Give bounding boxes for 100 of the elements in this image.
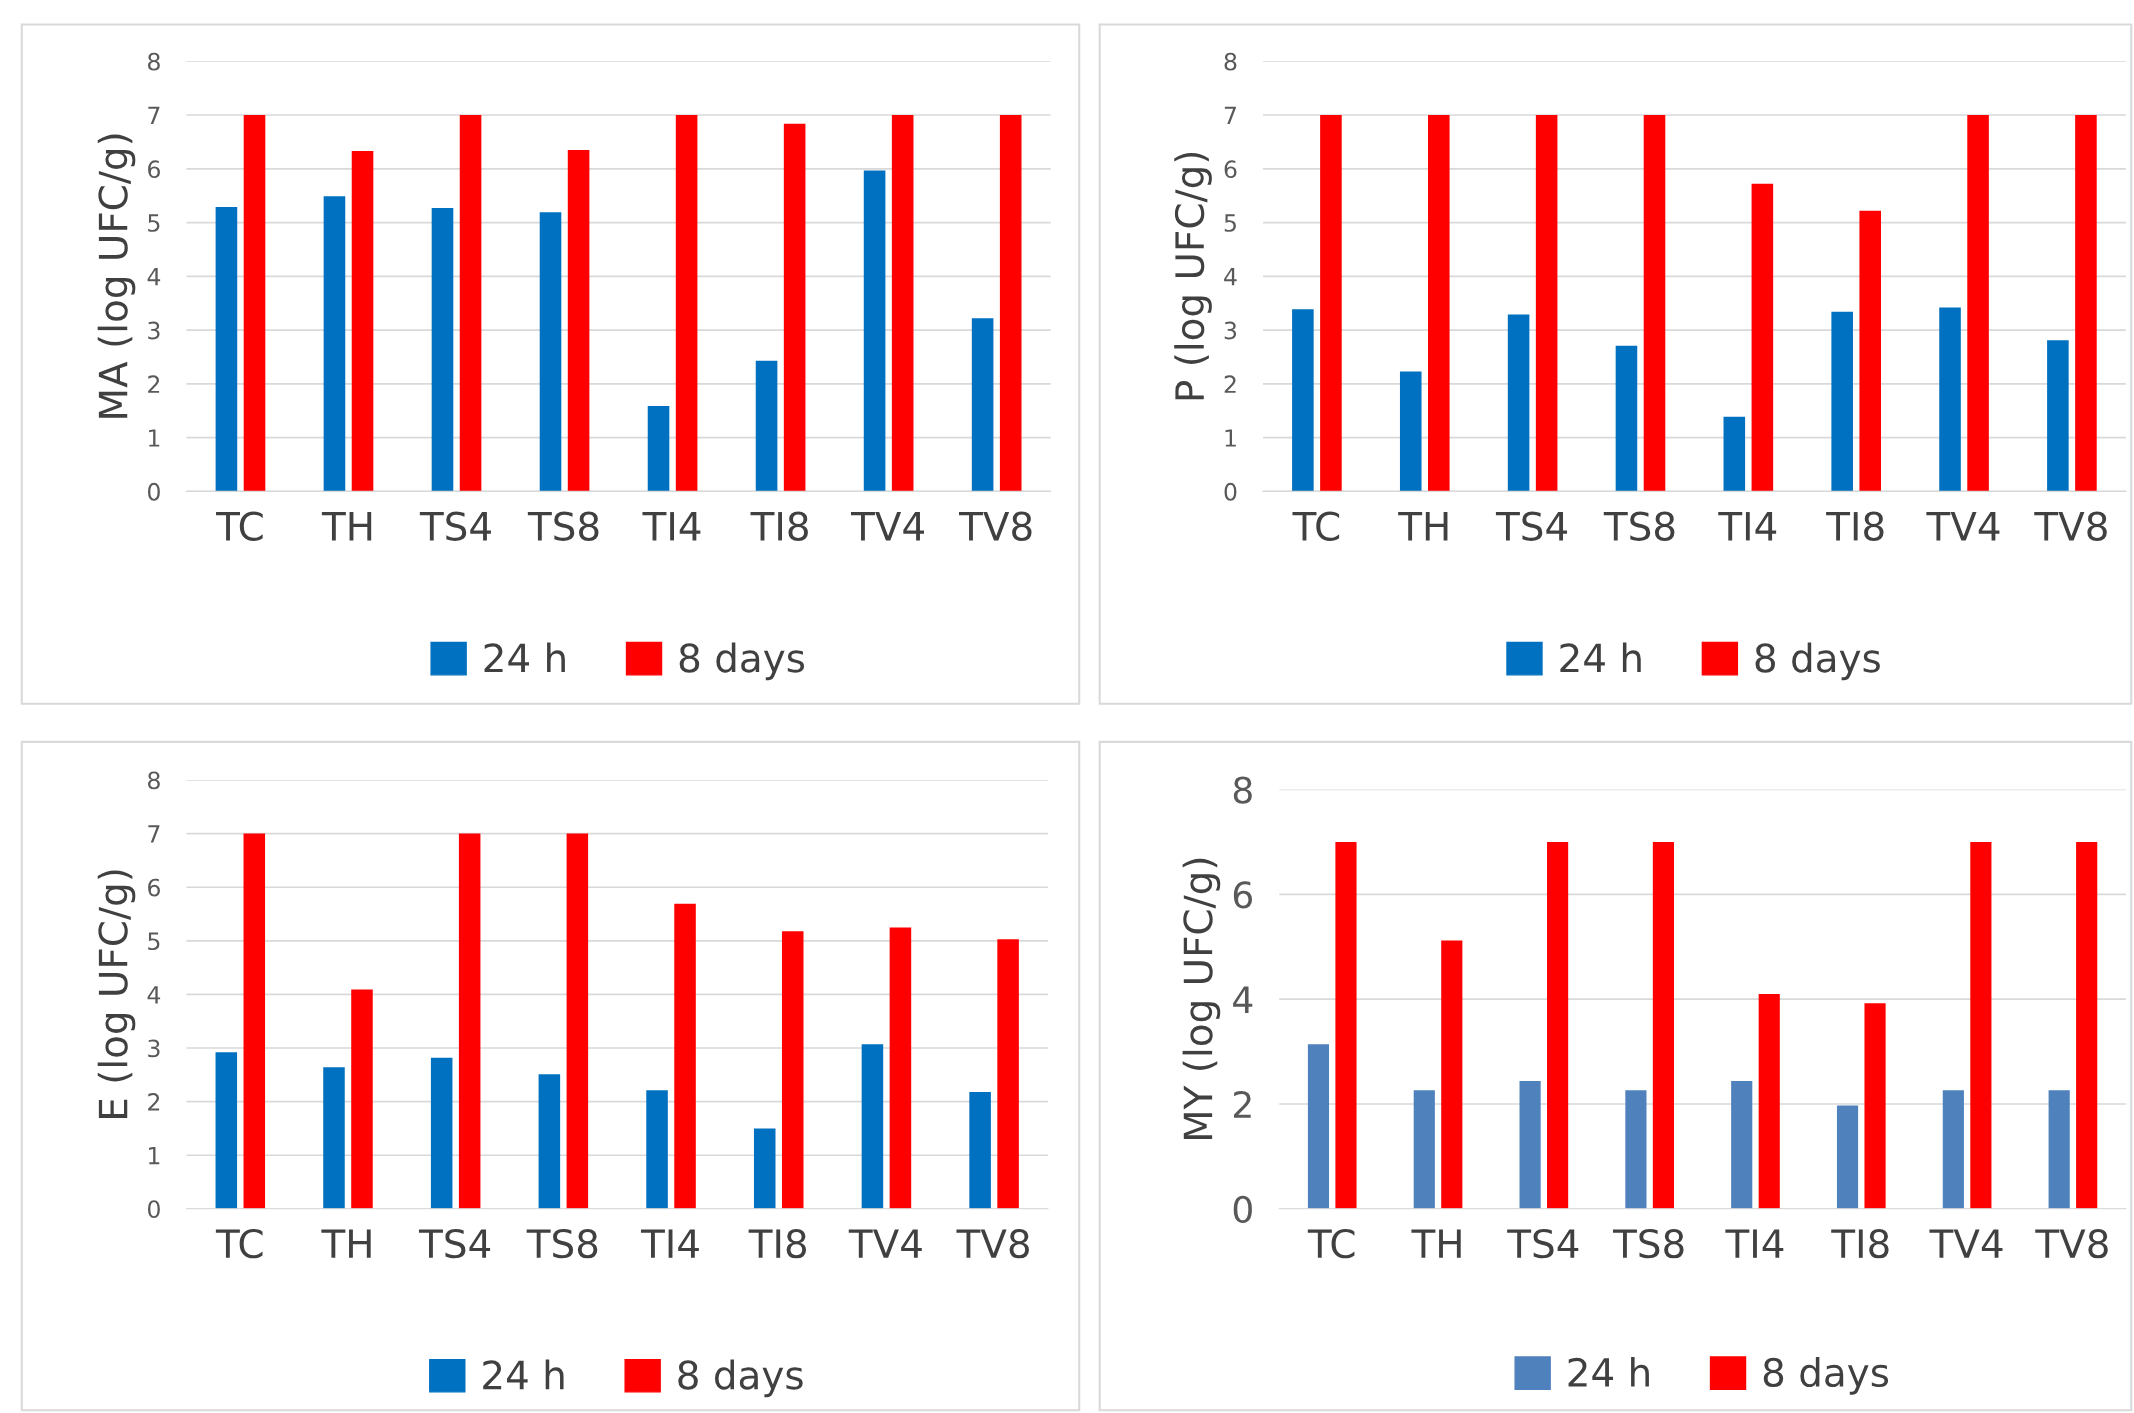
y-tick-label: 0 bbox=[1233, 1195, 1252, 1224]
bar bbox=[351, 989, 373, 1209]
y-tick-label: 8 bbox=[148, 771, 160, 790]
bar bbox=[1519, 1080, 1541, 1209]
bar bbox=[889, 927, 912, 1209]
bar bbox=[863, 170, 886, 492]
y-tick-label: 1 bbox=[149, 429, 160, 447]
bar bbox=[567, 149, 590, 492]
x-tick-label: TC bbox=[1292, 511, 1340, 541]
y-axis-title: MA (log UFC/g) bbox=[97, 134, 136, 418]
bar bbox=[2076, 841, 2098, 1209]
legend-label: 8 days bbox=[679, 642, 805, 681]
bar bbox=[430, 1057, 453, 1209]
y-tick-label: 8 bbox=[1233, 776, 1252, 804]
legend-label: 8 days bbox=[1763, 1357, 1889, 1395]
bar bbox=[2047, 340, 2069, 492]
y-tick-label: 5 bbox=[148, 214, 160, 232]
bar bbox=[891, 115, 914, 492]
bar bbox=[1320, 115, 1342, 492]
y-axis-title: MY (log UFC/g) bbox=[1182, 858, 1221, 1140]
bar bbox=[969, 1091, 991, 1209]
bar bbox=[1441, 940, 1463, 1209]
y-tick-label: 3 bbox=[1224, 321, 1237, 340]
bar bbox=[538, 1074, 561, 1209]
y-tick-label: 3 bbox=[148, 1039, 160, 1058]
bar bbox=[1615, 345, 1638, 492]
bar bbox=[431, 208, 454, 492]
bar bbox=[539, 212, 562, 492]
bar bbox=[215, 1052, 238, 1209]
y-tick-label: 5 bbox=[148, 932, 160, 951]
bar bbox=[458, 833, 481, 1209]
y-tick-label: 8 bbox=[1224, 52, 1237, 71]
x-tick-label: TS4 bbox=[1495, 511, 1568, 541]
x-tick-label: TS8 bbox=[526, 1228, 598, 1259]
y-tick-label: 1 bbox=[1225, 429, 1236, 447]
x-tick-label: TC bbox=[1307, 1228, 1355, 1259]
bar bbox=[323, 196, 346, 492]
bar bbox=[243, 833, 266, 1209]
x-tick-label: TS8 bbox=[527, 511, 599, 541]
y-tick-label: 0 bbox=[1224, 482, 1237, 501]
x-tick-label: TS4 bbox=[1507, 1228, 1579, 1259]
x-tick-label: TV4 bbox=[850, 512, 924, 541]
bar bbox=[647, 405, 670, 492]
x-tick-label: TV8 bbox=[2034, 511, 2107, 541]
x-tick-label: TS4 bbox=[418, 1228, 491, 1259]
x-tick-label: TI8 bbox=[748, 1228, 807, 1259]
bar bbox=[566, 833, 589, 1209]
y-tick-label: 3 bbox=[148, 321, 160, 340]
bar bbox=[1547, 841, 1569, 1209]
bar bbox=[999, 115, 1022, 492]
x-tick-label: TC bbox=[216, 511, 263, 541]
bar bbox=[1307, 1044, 1330, 1209]
y-tick-label: 4 bbox=[1224, 268, 1237, 286]
bar bbox=[646, 1090, 668, 1209]
x-tick-label: TH bbox=[1411, 1229, 1461, 1258]
bar bbox=[2075, 115, 2097, 492]
bar bbox=[1413, 1090, 1435, 1209]
bar bbox=[1652, 841, 1674, 1209]
legend-label: 24 h bbox=[483, 1359, 564, 1390]
bar bbox=[351, 151, 374, 492]
bar bbox=[1970, 841, 1992, 1209]
bar bbox=[971, 318, 994, 492]
y-tick-label: 6 bbox=[1233, 881, 1253, 909]
x-tick-label: TS4 bbox=[419, 511, 491, 541]
bar bbox=[1831, 311, 1853, 492]
bar bbox=[675, 115, 698, 492]
bar bbox=[1864, 1003, 1886, 1209]
bar bbox=[1942, 1090, 1964, 1209]
x-tick-label: TV8 bbox=[956, 1228, 1029, 1259]
x-tick-label: TI4 bbox=[1718, 512, 1777, 541]
y-tick-label: 0 bbox=[147, 482, 160, 501]
y-tick-label: 4 bbox=[147, 986, 161, 1004]
y-tick-label: 4 bbox=[1233, 986, 1253, 1013]
y-tick-label: 2 bbox=[148, 1093, 160, 1111]
bar bbox=[323, 1067, 345, 1209]
bar bbox=[1643, 115, 1666, 492]
x-tick-label: TI8 bbox=[750, 511, 808, 541]
bar bbox=[674, 903, 696, 1209]
y-axis-title: E (log UFC/g) bbox=[97, 870, 136, 1118]
y-tick-label: 8 bbox=[148, 52, 160, 71]
x-tick-label: TV4 bbox=[848, 1229, 922, 1258]
bar bbox=[1399, 371, 1422, 492]
bar bbox=[1731, 1080, 1753, 1209]
x-tick-label: TI8 bbox=[1831, 1228, 1889, 1259]
y-tick-label: 4 bbox=[147, 268, 161, 286]
bar bbox=[1535, 115, 1558, 492]
y-axis-title: P (log UFC/g) bbox=[1174, 152, 1212, 400]
bar bbox=[1751, 183, 1774, 492]
x-tick-label: TS8 bbox=[1603, 511, 1675, 541]
bar bbox=[1507, 314, 1530, 492]
bar bbox=[861, 1044, 884, 1209]
bar bbox=[1292, 309, 1314, 492]
bar bbox=[215, 206, 238, 492]
y-tick-label: 6 bbox=[148, 160, 160, 179]
y-tick-label: 2 bbox=[1233, 1090, 1251, 1118]
y-tick-label: 5 bbox=[1224, 214, 1236, 232]
bar bbox=[753, 1128, 776, 1209]
bar bbox=[1836, 1105, 1859, 1209]
x-tick-label: TH bbox=[1398, 512, 1448, 541]
bar bbox=[1967, 115, 1989, 492]
